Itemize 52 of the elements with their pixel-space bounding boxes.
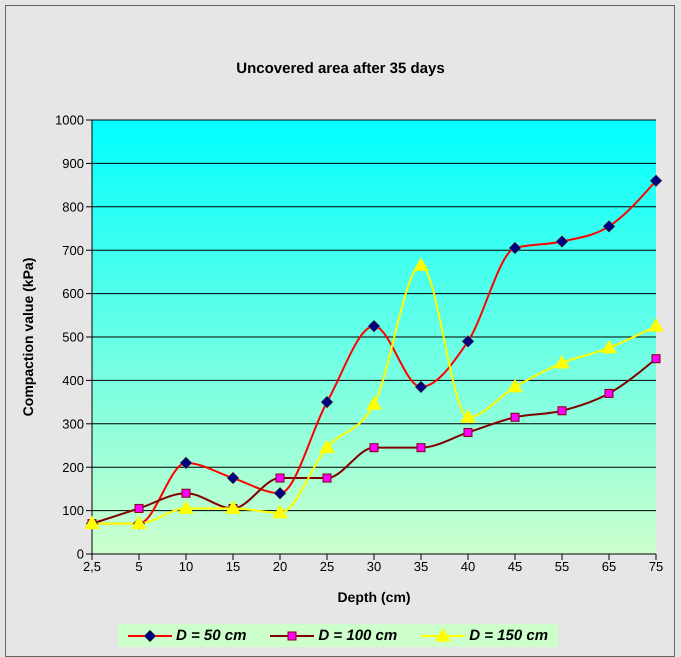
legend-label: D = 50 cm [174, 627, 246, 644]
y-axis-title: Compaction value (kPa) [20, 258, 36, 416]
point [652, 354, 660, 364]
point [464, 428, 472, 437]
y-tick-label: 500 [62, 330, 84, 345]
point [648, 318, 664, 332]
x-tick-label: 5 [135, 559, 143, 574]
y-tick-label: 300 [62, 416, 84, 432]
point [508, 379, 522, 392]
y-tick-label: 400 [62, 373, 84, 388]
x-tick-label: 30 [366, 559, 382, 574]
y-tick-label: 900 [62, 156, 84, 172]
x-tick-label: 35 [414, 559, 428, 574]
point [226, 500, 240, 514]
x-tick-label: 40 [460, 559, 476, 574]
point [414, 258, 428, 271]
x-axis-title: Depth (cm) [337, 589, 411, 605]
y-tick-label: 600 [62, 286, 84, 302]
point [602, 340, 616, 354]
point [182, 488, 190, 498]
x-tick-label: 65 [602, 559, 616, 574]
point [272, 505, 288, 518]
point [276, 474, 284, 483]
y-tick-label: 800 [62, 199, 84, 214]
x-tick-label: 20 [272, 559, 288, 574]
legend-label: D = 150 cm [468, 627, 548, 644]
point [322, 474, 332, 483]
point [320, 440, 334, 454]
x-tick-label: 15 [226, 559, 240, 574]
point [134, 504, 144, 513]
x-tick-label: 10 [178, 559, 194, 574]
point [366, 396, 382, 410]
y-tick-label: 100 [62, 503, 84, 518]
point [416, 443, 426, 452]
x-tick-label: 75 [648, 559, 664, 574]
x-tick-label: 45 [508, 559, 522, 574]
legend-label: D = 100 cm [317, 627, 398, 644]
point [510, 412, 520, 422]
point [558, 406, 566, 416]
y-tick-label: 0 [76, 546, 84, 562]
y-tick-label: 200 [62, 460, 84, 475]
x-tick-label: 2,5 [82, 559, 102, 574]
y-tick-label: 700 [62, 242, 84, 258]
point [370, 443, 378, 452]
x-tick-label: 25 [320, 559, 334, 574]
point [604, 388, 614, 398]
point [178, 500, 194, 514]
point [554, 356, 570, 369]
point [460, 410, 476, 423]
y-tick-label: 1000 [55, 112, 84, 128]
chart-title: Uncovered area after 35 days [235, 60, 446, 77]
x-tick-label: 55 [554, 559, 570, 574]
